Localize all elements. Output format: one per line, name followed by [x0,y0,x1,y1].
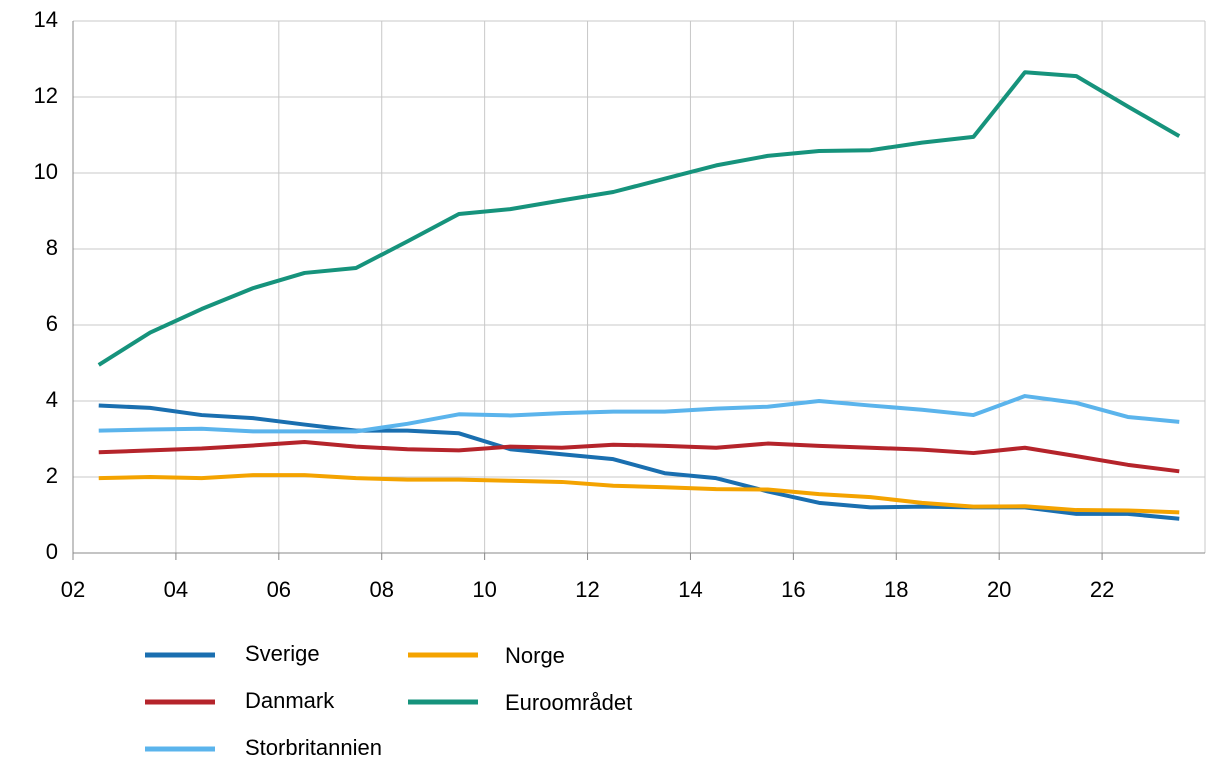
y-tick-label: 0 [46,539,58,564]
x-tick-label: 14 [678,577,702,602]
legend-label: Storbritannien [245,735,382,760]
x-tick-label: 04 [164,577,188,602]
x-tick-label: 12 [575,577,599,602]
x-tick-label: 18 [884,577,908,602]
y-tick-label: 4 [46,387,58,412]
series-line [97,70,1181,367]
series-line [98,473,1180,515]
x-tick-label: 02 [61,577,85,602]
y-tick-label: 10 [34,159,58,184]
x-tick-label: 16 [781,577,805,602]
legend-label: Norge [505,643,565,668]
legend-label: Euroområdet [505,690,632,715]
y-tick-label: 2 [46,463,58,488]
y-tick-label: 6 [46,311,58,336]
y-tick-label: 8 [46,235,58,260]
series-line [98,394,1180,434]
y-tick-label: 12 [34,83,58,108]
y-tick-label: 14 [34,7,58,32]
x-tick-label: 22 [1090,577,1114,602]
series-line [98,440,1180,474]
x-tick-label: 08 [369,577,393,602]
x-tick-label: 10 [472,577,496,602]
legend-label: Sverige [245,641,320,666]
series-line [98,403,1180,521]
x-tick-label: 20 [987,577,1011,602]
x-tick-label: 06 [267,577,291,602]
legend-label: Danmark [245,688,335,713]
